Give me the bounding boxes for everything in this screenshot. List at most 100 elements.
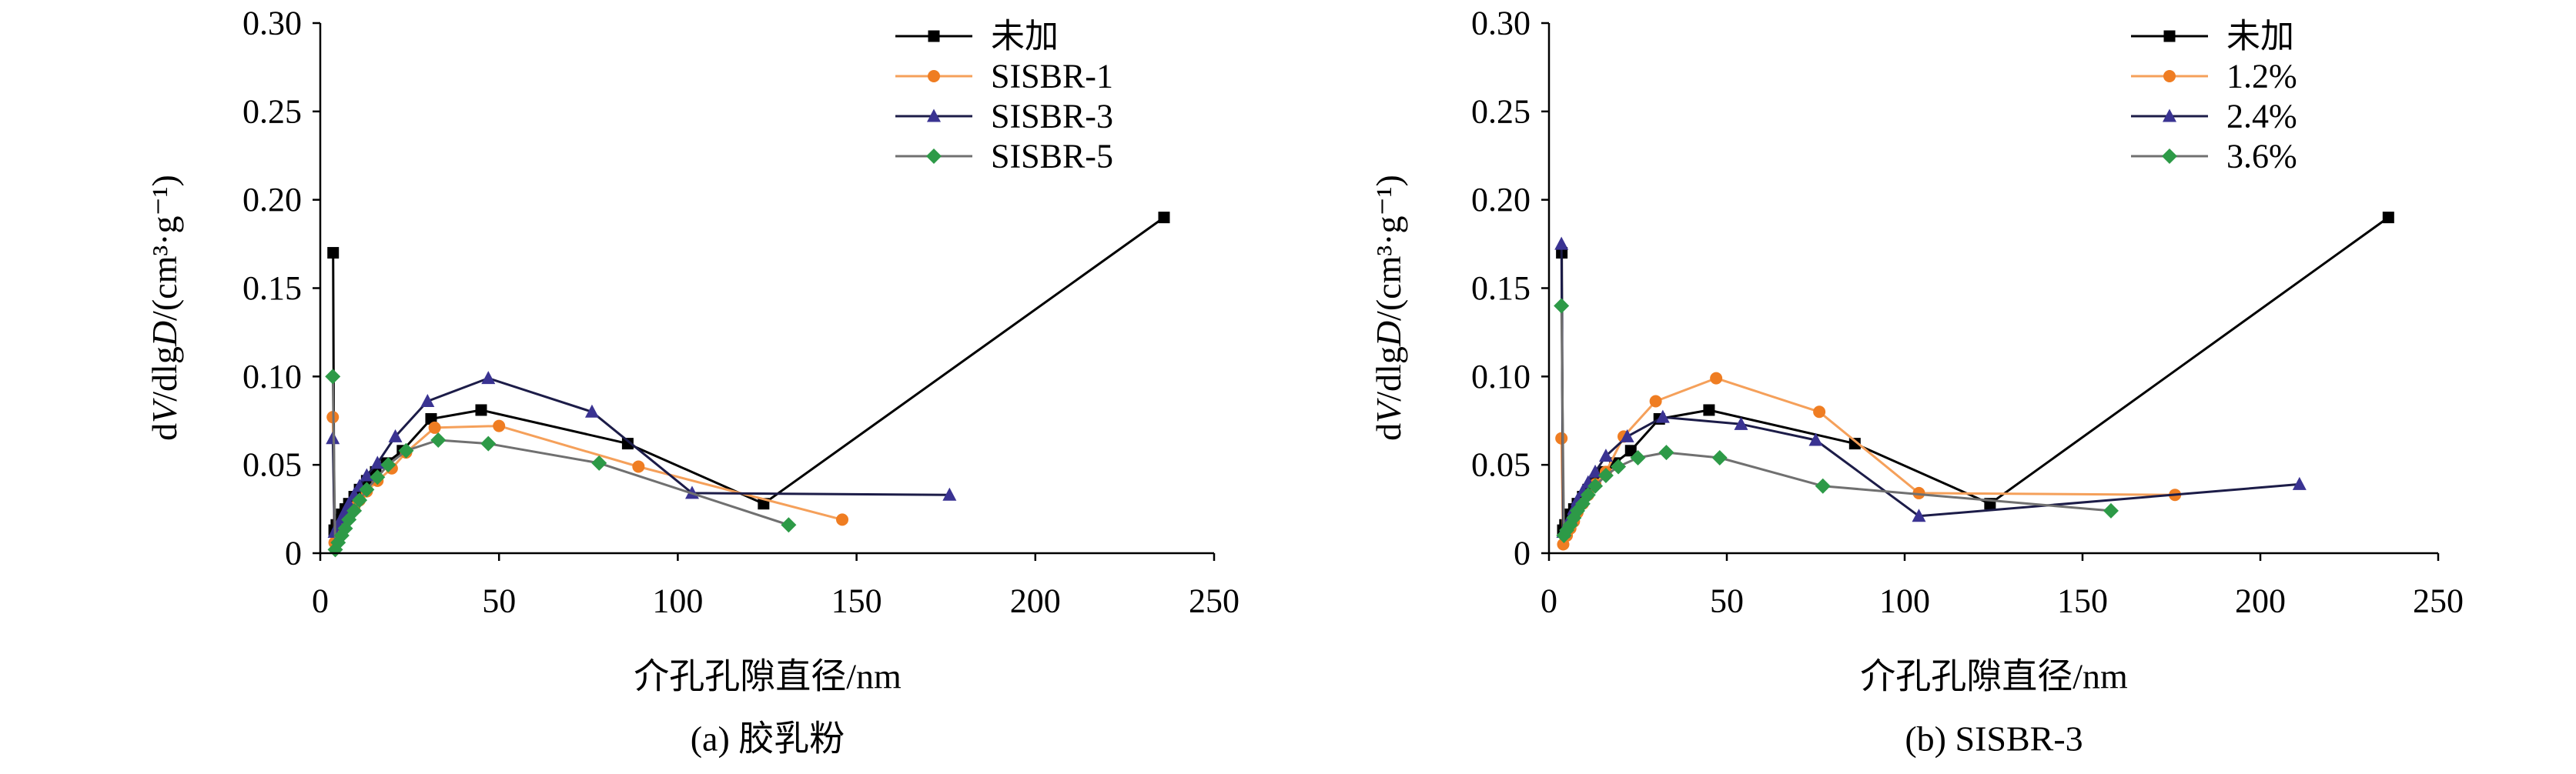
legend-marker (928, 70, 940, 82)
x-axis-label: 介孔孔隙直径/nm (634, 657, 902, 696)
series-4-data-point (781, 517, 797, 533)
plot-area (1554, 212, 2394, 551)
legend-marker (2163, 30, 2176, 42)
series-2 (1555, 372, 2182, 551)
series-3-data-point (1554, 236, 1569, 250)
y-tick-label: 0.20 (1471, 181, 1531, 219)
series-3-data-point (481, 371, 496, 385)
x-tick-label: 250 (2413, 582, 2464, 620)
legend-marker (927, 108, 941, 122)
series-1-line (1561, 216, 2390, 532)
series-1-line (332, 216, 1166, 532)
legend-label: 2.4% (2226, 98, 2297, 135)
series-1-data-point (1848, 438, 1861, 450)
series-4-data-point (1587, 478, 1604, 494)
x-tick-label: 100 (652, 582, 703, 620)
y-tick-label: 0.20 (243, 181, 302, 219)
y-axis-label: dV/dlgD/(cm³·g⁻¹) (145, 175, 184, 441)
x-tick-label: 150 (2057, 582, 2108, 620)
series-4-data-point (352, 492, 368, 509)
series-3-data-point (1912, 509, 1926, 522)
legend: 未加1.2%2.4%3.6% (2131, 18, 2297, 175)
series-1-data-point (1703, 404, 1715, 416)
series-4-data-point (1711, 449, 1728, 465)
y-tick-label: 0.10 (1471, 358, 1531, 395)
series-3-data-point (1588, 464, 1603, 478)
series-4-data-point (380, 457, 396, 473)
series-2-data-point (1813, 405, 1826, 419)
legend-item-2: 1.2% (2131, 58, 2297, 95)
y-tick-label: 0.25 (243, 92, 302, 130)
legend-item-1: 未加 (2131, 18, 2294, 55)
chart-panel-b: dV/dlgD/(cm³·g⁻¹) 介孔孔隙直径/nm (b) SISBR-3 … (1369, 5, 2464, 759)
legend-item-1: 未加 (895, 18, 1059, 55)
legend-marker (926, 148, 942, 164)
series-2-data-point (632, 460, 645, 473)
series-1-data-point (621, 438, 634, 450)
series-4-data-point (1611, 459, 1627, 475)
x-tick-label: 100 (1879, 582, 1930, 620)
series-3-data-point (360, 468, 374, 482)
y-tick-label: 0.15 (243, 269, 302, 307)
series-1-data-point (2382, 212, 2394, 224)
y-tick-label: 0.25 (1471, 92, 1531, 130)
x-tick-label: 150 (831, 582, 882, 620)
y-tick-label: 0 (1514, 535, 1531, 572)
legend-label: SISBR-3 (991, 98, 1113, 135)
series-3-line (1560, 242, 2301, 533)
series-3-data-point (1620, 429, 1634, 442)
y-tick-label: 0.30 (243, 5, 302, 42)
series-4-data-point (370, 469, 386, 485)
series-4-data-point (1815, 478, 1831, 494)
series-2 (326, 411, 849, 549)
series-2-data-point (1710, 372, 1723, 385)
y-tick-label: 0.15 (1471, 269, 1531, 307)
series-4 (325, 369, 797, 558)
series-4-data-point (359, 482, 375, 498)
series-1-data-point (1158, 212, 1170, 224)
legend-item-4: SISBR-5 (895, 138, 1113, 175)
y-tick-label: 0.05 (243, 446, 302, 484)
series-3-data-point (1598, 449, 1613, 462)
panel-caption: (a) 胶乳粉 (691, 719, 845, 759)
series-4-data-point (1580, 487, 1596, 503)
legend-marker (2163, 108, 2176, 122)
y-tick-label: 0.30 (1471, 5, 1531, 42)
series-4-data-point (1658, 445, 1674, 461)
series-4-data-point (325, 369, 341, 385)
x-tick-label: 0 (1541, 582, 1557, 620)
series-1-data-point (475, 404, 487, 416)
y-axis-label: dV/dlgD/(cm³·g⁻¹) (1369, 175, 1408, 441)
series-2-data-point (1912, 486, 1925, 499)
legend-label: 未加 (2226, 18, 2294, 55)
legend-item-3: 2.4% (2131, 98, 2297, 135)
series-3-data-point (1808, 432, 1823, 446)
series-1-data-point (327, 247, 340, 259)
x-tick-label: 200 (2235, 582, 2286, 620)
legend-label: SISBR-1 (991, 58, 1113, 95)
x-tick-label: 200 (1010, 582, 1061, 620)
series-3-data-point (1655, 409, 1670, 423)
series-3-data-point (370, 455, 385, 469)
series-3-data-point (942, 487, 957, 501)
legend-marker (928, 30, 940, 42)
x-axis-label: 介孔孔隙直径/nm (1860, 657, 2128, 696)
series-2-data-point (1555, 432, 1568, 445)
series-3-data-point (388, 429, 403, 442)
series-2-data-point (1649, 395, 1662, 408)
series-2-data-point (428, 421, 441, 434)
series-1-data-point (1624, 445, 1637, 457)
legend-label: 1.2% (2226, 58, 2297, 95)
series-3-data-point (584, 404, 599, 418)
series-4-data-point (1554, 298, 1570, 314)
series-2-line (331, 415, 844, 544)
legend-item-4: 3.6% (2131, 138, 2297, 175)
series-4-data-point (430, 432, 447, 449)
series-4-data-point (1566, 510, 1582, 526)
series-4-data-point (480, 435, 497, 452)
plot-area (325, 212, 1170, 558)
x-tick-label: 50 (482, 582, 516, 620)
series-4-data-point (1597, 467, 1614, 483)
